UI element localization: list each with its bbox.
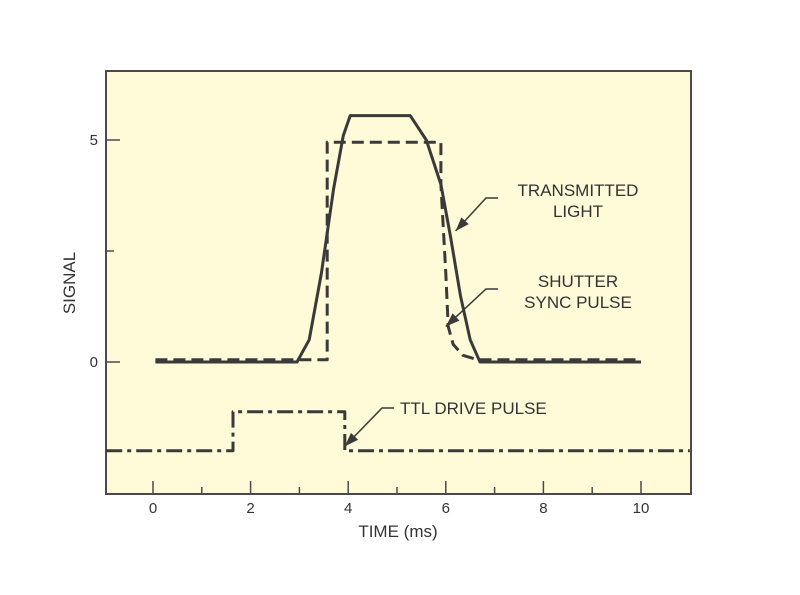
annotation-shutter-sync-pulse: SHUTTER SYNC PULSE	[445, 272, 632, 328]
y-tick-label: 0	[90, 354, 98, 371]
annotation-text: SYNC PULSE	[524, 293, 632, 312]
leader-line	[455, 197, 498, 232]
leader-line	[344, 407, 394, 447]
y-tick-label: 5	[90, 132, 98, 149]
transmitted-light-line	[155, 114, 641, 364]
y-axis-label: SIGNAL	[60, 252, 79, 314]
annotations: TRANSMITTED LIGHT SHUTTER SYNC PULSE TTL DRI…	[344, 181, 639, 447]
ttl-drive-pulse-line	[106, 410, 690, 453]
x-axis-label: TIME (ms)	[358, 522, 437, 541]
x-tick-label: 2	[246, 500, 254, 517]
x-tick-label: 6	[442, 500, 450, 517]
x-tick-label: 8	[539, 500, 547, 517]
arrowhead-icon	[455, 217, 469, 232]
shutter-sync-pulse-line	[155, 140, 641, 362]
leader-line	[445, 288, 498, 328]
arrowhead-icon	[445, 313, 460, 327]
x-tick-label: 0	[149, 500, 157, 517]
annotation-text: TTL DRIVE PULSE	[400, 399, 547, 418]
axis-ticks	[106, 139, 642, 494]
x-tick-label: 4	[344, 500, 352, 517]
annotation-text: SHUTTER	[538, 272, 618, 291]
annotation-ttl-drive-pulse: TTL DRIVE PULSE	[344, 399, 547, 447]
data-series	[106, 114, 690, 453]
tick-labels: 0 2 4 6 8 10 0 5	[90, 132, 650, 517]
annotation-text: LIGHT	[553, 202, 603, 221]
x-tick-label: 10	[633, 500, 650, 517]
annotation-text: TRANSMITTED	[518, 181, 639, 200]
annotation-transmitted-light: TRANSMITTED LIGHT	[455, 181, 639, 232]
arrowhead-icon	[344, 432, 359, 447]
